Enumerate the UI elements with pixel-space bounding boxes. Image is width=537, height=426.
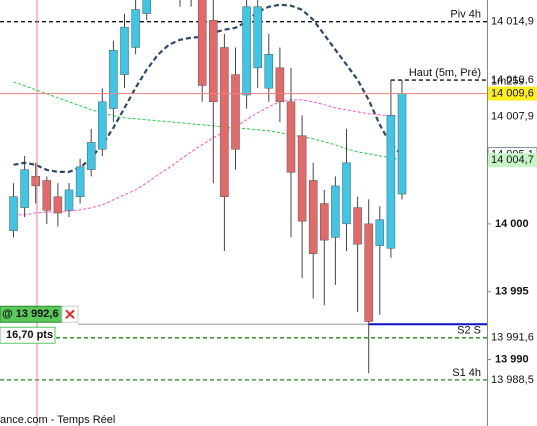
- moving-average: [13, 99, 403, 216]
- candle-body: [75, 166, 85, 197]
- price-value: 14 009,6: [491, 88, 534, 100]
- candle-body: [331, 185, 340, 238]
- candle-body: [120, 26, 129, 75]
- candle-body: [275, 67, 285, 103]
- countdown: 1m25s: [491, 76, 525, 88]
- order-label: @ 13 992,6: [2, 308, 59, 320]
- y-tick-label: 13 995: [495, 286, 529, 298]
- footer: ance.com - Temps Réel: [0, 414, 115, 426]
- candle-body: [20, 169, 29, 208]
- candle-body: [53, 196, 63, 214]
- candle-body: [42, 180, 52, 211]
- level-badge: [488, 372, 537, 387]
- candle-body: [386, 115, 396, 249]
- order-points: 16,70 pts: [6, 329, 53, 341]
- candle-body: [209, 20, 218, 103]
- level-badge: [488, 14, 537, 29]
- order-points-bg: [0, 326, 56, 344]
- candle-body: [364, 223, 373, 322]
- level-value: 13 991,6: [491, 332, 534, 344]
- candle-body: [220, 47, 229, 197]
- level-value: 14 014,9: [491, 16, 534, 28]
- candle-body: [109, 49, 118, 109]
- candle-body: [231, 74, 240, 150]
- overlay-value: 14 004,7: [491, 154, 534, 166]
- candle-body: [397, 93, 407, 195]
- candle-body: [242, 6, 251, 96]
- overlay-value: 14 007,9: [491, 111, 534, 123]
- level-name: Piv 4h: [450, 9, 481, 21]
- y-tick-label: 14 000: [495, 218, 529, 230]
- overlay-badge: [488, 109, 537, 124]
- order-close[interactable]: [65, 309, 75, 319]
- order-box[interactable]: @ 13 992,6 16,70 pts: [0, 305, 79, 344]
- candle-body: [353, 207, 362, 245]
- plot-area: [0, 0, 487, 381]
- overlay-badge: [488, 153, 537, 168]
- candle-body: [64, 189, 74, 211]
- candle-body: [197, 0, 207, 86]
- level-name: Haut (5m, Pré): [409, 67, 481, 79]
- candle-body: [308, 180, 318, 254]
- candle-body: [286, 101, 296, 173]
- candle-body: [131, 9, 140, 48]
- price-axis: 14 000 13 995 13 990 14 014,9 14 010,6 13 991…: [487, 0, 537, 426]
- candle-body: [98, 101, 107, 150]
- candle-body: [320, 203, 329, 241]
- level-badge: [488, 330, 537, 345]
- candle-body: [264, 54, 274, 89]
- level-name: S1 4h: [452, 367, 481, 379]
- price-badge: [488, 86, 537, 101]
- candle-body: [375, 219, 385, 246]
- level-badge: [488, 73, 537, 88]
- level-value: 14 010,6: [491, 74, 534, 86]
- candle-body: [31, 176, 40, 187]
- candle-body: [9, 196, 18, 231]
- candle-body: [253, 6, 262, 69]
- moving-average: [13, 3, 403, 173]
- axis-background: [487, 0, 537, 426]
- y-tick-label: 13 990: [495, 353, 529, 365]
- candle-body: [142, 0, 151, 14]
- candle-body: [297, 135, 307, 222]
- candle-body: [86, 142, 96, 170]
- level-name: S2 S: [457, 325, 481, 337]
- moving-average: [13, 81, 403, 161]
- candle-body: [342, 162, 351, 225]
- level-value: 13 988,5: [491, 374, 534, 386]
